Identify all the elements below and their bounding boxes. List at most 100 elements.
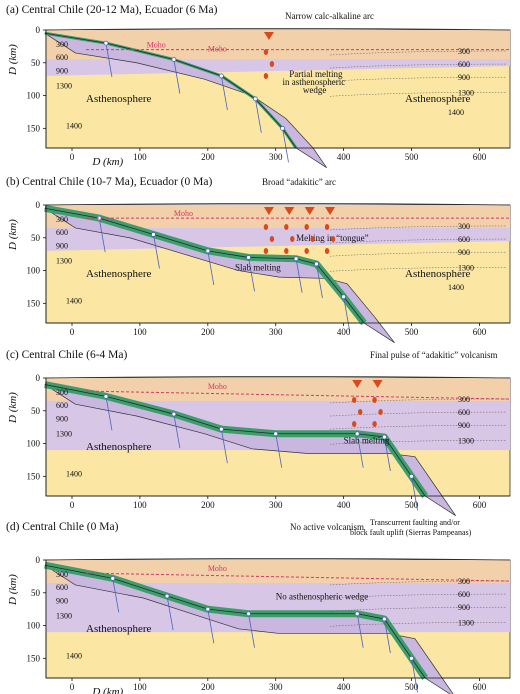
x-tick-label: 0 [70, 500, 75, 510]
panel-d: (d) Central Chile (0 Ma) Moho 300 600 900 130… [6, 518, 511, 694]
process-label: No asthenospheric wedge [276, 591, 368, 601]
isotherm-label: 1400 [66, 651, 82, 660]
grid-node [218, 73, 224, 79]
x-tick-label: 100 [133, 327, 147, 337]
isotherm-label: 1400 [66, 296, 82, 305]
panel-note: Broad “adakitic” arc [262, 177, 336, 187]
x-axis-label: D (km) [91, 156, 123, 168]
isotherm [330, 606, 507, 612]
isotherm-label: 1300 [56, 429, 72, 438]
process-label: in asthenospheric [283, 77, 346, 87]
moho-line [85, 390, 511, 400]
x-tick-label: 200 [201, 682, 215, 692]
y-tick-label: 50 [31, 233, 41, 243]
melt-drop-icon [330, 236, 336, 242]
y-axis-label: D (km) [7, 219, 19, 251]
isotherm-label: 1300 [458, 263, 474, 272]
isotherm [330, 76, 507, 82]
isotherm-label: 900 [458, 73, 470, 82]
x-tick-label: 400 [337, 500, 351, 510]
panel-title: (c) Central Chile (6-4 Ma) [6, 349, 128, 361]
plate-grid-line [282, 128, 289, 163]
grid-node [246, 611, 251, 617]
x-tick-label: 0 [70, 327, 75, 337]
surface-line [45, 376, 511, 379]
lithosphere [46, 205, 510, 228]
grid-node [110, 575, 116, 581]
grid-node [354, 611, 360, 617]
moho-line [85, 572, 511, 582]
melt-drop-icon [352, 421, 357, 427]
process-label: Slab melting [235, 263, 281, 273]
panel-c: (c) Central Chile (6-4 Ma) Moho 300 600 900 1… [6, 349, 511, 516]
x-tick-label: 600 [473, 152, 487, 162]
grid-node [409, 473, 414, 479]
plate-grid-line [383, 618, 391, 654]
panel-note: Narrow calc-alkaline arc [285, 11, 374, 21]
isotherm-label: 300 [458, 577, 470, 586]
isotherm-label: 1400 [448, 108, 464, 117]
grid-node [341, 294, 347, 300]
asthenosphere-label: Asthenosphere [405, 268, 470, 280]
grid-node [381, 434, 387, 440]
panel-a: (a) Central Chile (20-12 Ma), Ecuador (6… [6, 4, 511, 168]
isotherm [330, 251, 507, 257]
moho-label: Moho [208, 382, 227, 391]
volcano-icon [304, 207, 315, 215]
panel-title: (d) Central Chile (0 Ma) [6, 521, 119, 533]
y-tick-label: 0 [36, 373, 41, 383]
isotherm [330, 580, 507, 586]
lithosphere [46, 378, 510, 401]
plate-grid-line [221, 75, 228, 110]
isotherm-label: 900 [56, 414, 68, 423]
isotherm-label: 900 [56, 241, 68, 250]
x-tick-label: 500 [405, 152, 419, 162]
y-axis-label: D (km) [7, 574, 19, 606]
isotherm-label: 300 [56, 215, 68, 224]
isotherm-label: 900 [56, 596, 68, 605]
isotherm [330, 50, 507, 56]
grid-node [381, 616, 387, 622]
isotherm-label: 1300 [56, 256, 72, 265]
plate-grid-line [98, 218, 106, 253]
plate-grid-line [105, 43, 113, 78]
melt-drop-icon [310, 236, 315, 242]
isotherm-label: 600 [56, 53, 68, 62]
grid-node [354, 431, 360, 437]
x-tick-label: 100 [133, 500, 147, 510]
x-tick-label: 200 [201, 152, 215, 162]
y-tick-label: 100 [27, 621, 41, 631]
x-tick-label: 500 [405, 500, 419, 510]
plate-grid-line [356, 433, 364, 468]
grid-node [164, 593, 170, 599]
volcano-icon [263, 32, 274, 40]
volcano-icon [372, 380, 383, 388]
isotherm-label: 600 [458, 60, 470, 69]
panel-note: Transcurrent faulting and/or [370, 518, 460, 527]
x-tick-label: 600 [473, 500, 487, 510]
process-label: Slab melting [344, 436, 390, 446]
plate-grid-line [105, 396, 113, 431]
isotherm-label: 600 [458, 590, 470, 599]
grid-node [151, 232, 156, 237]
grid-node [218, 426, 224, 432]
y-tick-label: 50 [31, 58, 41, 68]
isotherm-label: 300 [458, 47, 470, 56]
melt-drop-icon [263, 49, 269, 55]
asthenosphere-label: Asthenosphere [86, 623, 151, 635]
plate-grid-line [411, 476, 418, 511]
moho-label: Moho [208, 45, 227, 54]
melt-drop-icon [284, 248, 289, 254]
plate-grid-line [166, 595, 174, 631]
plate-grid-line [254, 98, 262, 133]
isotherm-label: 300 [56, 570, 68, 579]
melt-drop-icon [263, 73, 269, 79]
isotherm [330, 440, 507, 445]
plate-grid-line [356, 613, 364, 648]
plate-grid-line [248, 257, 255, 292]
melt-drop-icon [269, 61, 275, 67]
melt-drop-icon [324, 224, 330, 230]
asthenosphere-label: Asthenosphere [86, 268, 151, 280]
isotherm-label: 300 [56, 40, 68, 49]
